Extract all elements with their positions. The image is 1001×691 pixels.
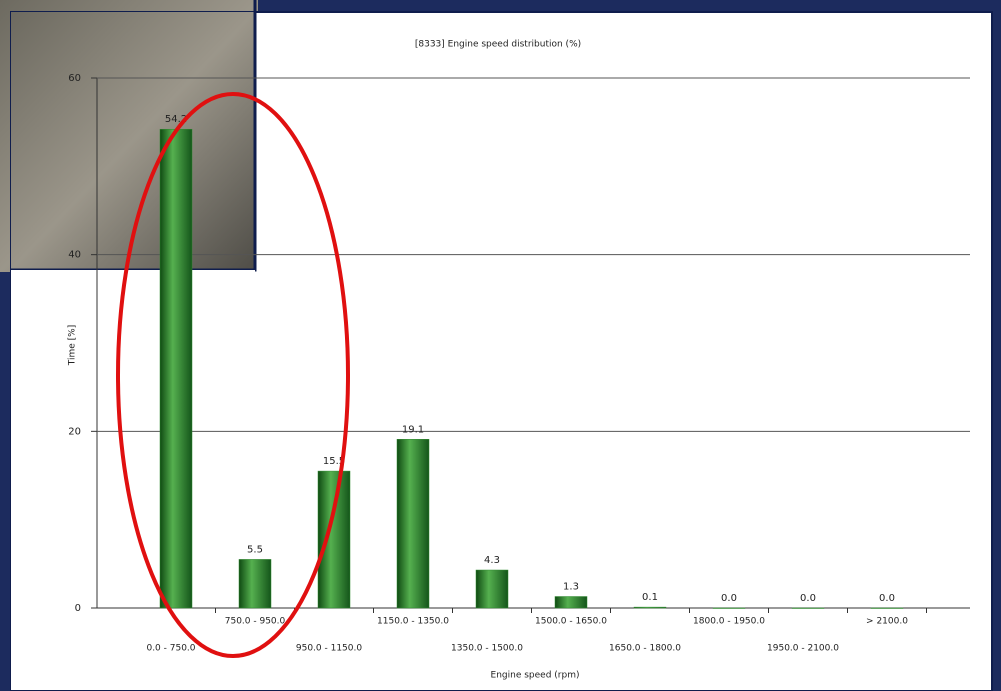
x-tick-label: 1500.0 - 1650.0 bbox=[535, 617, 607, 627]
chart-panel-fill bbox=[11, 270, 255, 690]
x-tick-label: 1150.0 - 1350.0 bbox=[377, 617, 449, 627]
value-label: 0.0 bbox=[721, 593, 737, 604]
value-label: 5.5 bbox=[247, 544, 263, 555]
x-tick-label: 1650.0 - 1800.0 bbox=[609, 644, 681, 654]
bar bbox=[634, 607, 666, 608]
bar bbox=[792, 608, 824, 609]
bar bbox=[476, 570, 508, 608]
x-tick-label: 750.0 - 950.0 bbox=[225, 617, 286, 627]
bar bbox=[871, 608, 903, 609]
y-axis-label: Time [%] bbox=[68, 325, 78, 366]
chart-title: [8333] Engine speed distribution (%) bbox=[415, 40, 581, 50]
bar bbox=[713, 608, 745, 609]
value-label: 0.0 bbox=[800, 593, 816, 604]
x-tick-label: 1350.0 - 1500.0 bbox=[451, 644, 523, 654]
x-tick-label: 950.0 - 1150.0 bbox=[296, 644, 362, 654]
x-tick-label: > 2100.0 bbox=[866, 617, 908, 627]
y-tick-label: 60 bbox=[68, 73, 81, 84]
x-axis-label: Engine speed (rpm) bbox=[491, 671, 580, 681]
y-tick-label: 0 bbox=[75, 603, 81, 614]
page: {"chart_data": {"type": "bar", "title": … bbox=[0, 0, 1001, 691]
value-label: 0.0 bbox=[879, 593, 895, 604]
bar bbox=[239, 559, 271, 608]
x-tick-label: 1950.0 - 2100.0 bbox=[767, 644, 839, 654]
value-label: 19.1 bbox=[402, 424, 424, 435]
screen: [8333] Engine speed distribution (%) Tim… bbox=[0, 0, 1001, 691]
value-label: 4.3 bbox=[484, 555, 500, 566]
x-tick-label: 0.0 - 750.0 bbox=[146, 644, 195, 654]
bar bbox=[160, 129, 192, 608]
y-tick-label: 20 bbox=[68, 426, 81, 437]
y-tick-label: 40 bbox=[68, 250, 81, 261]
x-tick-label: 1800.0 - 1950.0 bbox=[693, 617, 765, 627]
value-label: 1.3 bbox=[563, 582, 579, 593]
value-label: 0.1 bbox=[642, 592, 658, 603]
bar bbox=[555, 597, 587, 608]
bar bbox=[318, 471, 350, 608]
bar bbox=[397, 439, 429, 608]
